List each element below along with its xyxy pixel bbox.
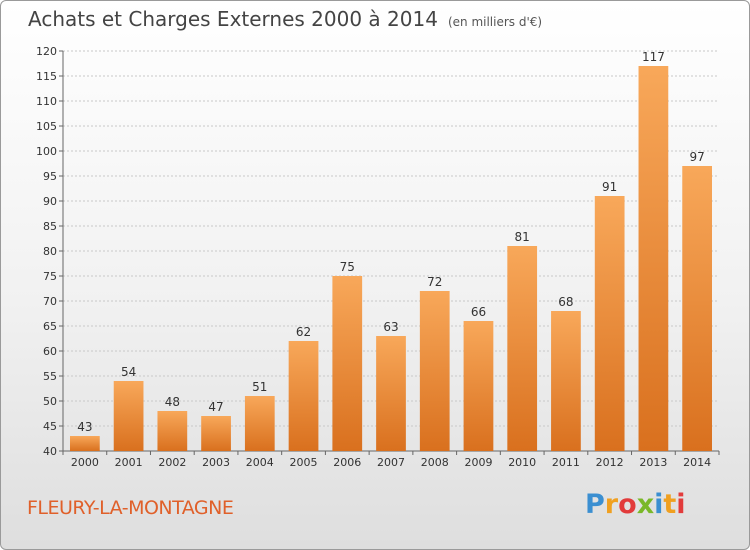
bar <box>551 311 581 451</box>
bar <box>69 436 100 451</box>
chart-title: Achats et Charges Externes 2000 à 2014 (e… <box>28 7 542 31</box>
bar-value-label: 66 <box>471 305 486 319</box>
bar-value-label: 51 <box>252 380 267 394</box>
logo-letter: x <box>636 489 655 520</box>
bar <box>332 276 363 451</box>
bar-value-label: 62 <box>296 325 311 339</box>
y-tick-label: 85 <box>43 220 57 233</box>
bar <box>113 381 144 451</box>
x-tick-label: 2014 <box>683 456 711 469</box>
city-name: FLEURY-LA-MONTAGNE <box>27 497 234 519</box>
bar <box>463 321 494 451</box>
bar <box>244 396 275 451</box>
x-tick-label: 2005 <box>290 456 318 469</box>
logo-letter: r <box>604 489 619 520</box>
y-tick-label: 65 <box>43 320 57 333</box>
y-tick-label: 105 <box>36 120 57 133</box>
bar-value-label: 54 <box>121 365 136 379</box>
bar <box>638 66 669 451</box>
bar <box>419 291 450 451</box>
x-tick-label: 2003 <box>202 456 230 469</box>
y-tick-label: 90 <box>43 195 57 208</box>
bar-value-label: 63 <box>383 320 398 334</box>
y-tick-label: 55 <box>43 370 57 383</box>
bar-value-label: 81 <box>515 230 530 244</box>
x-tick-label: 2002 <box>158 456 186 469</box>
y-tick-label: 110 <box>36 95 57 108</box>
y-tick-label: 120 <box>36 45 57 58</box>
y-tick-label: 100 <box>36 145 57 158</box>
y-tick-label: 40 <box>43 445 57 458</box>
chart-title-text: Achats et Charges Externes 2000 à 2014 <box>28 7 438 31</box>
x-tick-label: 2010 <box>508 456 536 469</box>
bar-value-label: 75 <box>340 260 355 274</box>
chart-unit-label: (en milliers d'€) <box>447 15 543 29</box>
proxiti-logo[interactable]: Proxiti <box>585 489 686 520</box>
x-tick-label: 2001 <box>115 456 143 469</box>
y-tick-label: 70 <box>43 295 57 308</box>
x-tick-label: 2006 <box>333 456 361 469</box>
bar-value-label: 43 <box>77 420 92 434</box>
bar-value-label: 117 <box>642 50 665 64</box>
y-tick-label: 50 <box>43 395 57 408</box>
bar-value-label: 48 <box>165 395 180 409</box>
bar <box>288 341 319 451</box>
x-tick-label: 2000 <box>71 456 99 469</box>
bar-value-label: 97 <box>689 150 704 164</box>
bar-value-label: 91 <box>602 180 617 194</box>
y-tick-label: 95 <box>43 170 57 183</box>
bar-value-label: 68 <box>558 295 573 309</box>
bar <box>507 246 538 451</box>
logo-letter: i <box>654 489 664 520</box>
logo-letter: t <box>663 489 677 520</box>
bar <box>157 411 188 451</box>
x-tick-label: 2008 <box>421 456 449 469</box>
y-tick-label: 115 <box>36 70 57 83</box>
y-tick-label: 60 <box>43 345 57 358</box>
bar <box>201 416 231 451</box>
logo-letter: i <box>676 489 686 520</box>
y-tick-label: 80 <box>43 245 57 258</box>
bar <box>594 196 625 451</box>
x-tick-label: 2013 <box>639 456 667 469</box>
x-tick-label: 2011 <box>552 456 580 469</box>
x-tick-label: 2012 <box>596 456 624 469</box>
bar-value-label: 72 <box>427 275 442 289</box>
x-tick-label: 2007 <box>377 456 405 469</box>
bar-value-label: 47 <box>208 400 223 414</box>
logo-letter: o <box>618 489 637 520</box>
logo-letter: P <box>585 489 605 520</box>
y-tick-label: 75 <box>43 270 57 283</box>
x-tick-label: 2004 <box>246 456 274 469</box>
bar <box>682 166 713 451</box>
x-tick-label: 2009 <box>464 456 492 469</box>
y-tick-label: 45 <box>43 420 57 433</box>
bar <box>376 336 406 451</box>
